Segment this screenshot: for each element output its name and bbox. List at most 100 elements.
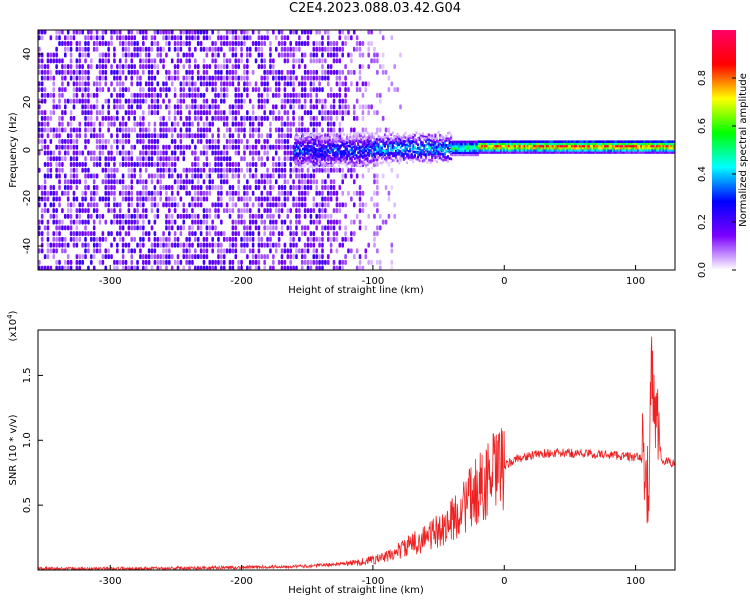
spectrogram-cell (363, 162, 366, 165)
spectrogram-cell (205, 213, 209, 219)
spectrogram-cell (81, 87, 84, 93)
spectrogram-cell (257, 35, 261, 41)
spectrogram-cell (121, 81, 125, 87)
spectrogram-cell (231, 115, 235, 121)
spectrogram-cell (113, 121, 116, 127)
spectrogram-cell (374, 161, 377, 165)
spectrogram-cell (420, 136, 423, 139)
spectrogram-cell (185, 167, 188, 173)
spectrogram-cell (378, 30, 382, 35)
spectrogram-cell (90, 92, 93, 98)
spectrogram-cell (367, 52, 371, 58)
spectrogram-cell (113, 259, 116, 265)
spectrogram-cell (92, 190, 96, 196)
spectrogram-cell (552, 140, 555, 143)
spectrogram-cell (43, 87, 47, 93)
spectrogram-cell (139, 133, 142, 139)
spectrogram-cell (550, 151, 553, 154)
spectrogram-cell (185, 144, 188, 150)
spectrogram-cell (196, 196, 200, 202)
spectrogram-cell (113, 87, 116, 93)
spectrogram-cell (139, 196, 142, 202)
spectrogram-cell (95, 41, 99, 47)
spectrogram-cell (298, 236, 301, 242)
spectrogram-cell (294, 149, 297, 153)
spectrogram-cell (58, 127, 61, 133)
spectrogram-cell (156, 110, 160, 116)
spectrogram-cell (426, 150, 429, 153)
spectrogram-cell (78, 75, 82, 81)
spectrogram-cell (136, 225, 139, 231)
spectrogram-cell (300, 265, 304, 270)
spectrogram-cell (188, 231, 191, 237)
spectrogram-cell (159, 46, 162, 52)
spectrogram-cell (286, 52, 290, 58)
spectrogram-cell (366, 159, 369, 163)
spectrogram-cell (321, 69, 324, 75)
spectrogram-cell (211, 265, 214, 270)
spectrogram-cell (165, 162, 168, 167)
spectrogram-cell (61, 138, 64, 144)
spectrogram-cell (69, 46, 73, 52)
spectrogram-cell (421, 149, 424, 152)
spectrogram-cell (525, 142, 528, 146)
spectrogram-cell (306, 148, 309, 151)
spectrogram-cell (432, 145, 435, 149)
spectrogram-cell (309, 164, 312, 168)
spectrogram-cell (283, 98, 287, 104)
spectrogram-cell (398, 135, 401, 138)
spectrogram-cell (328, 145, 331, 148)
spectrogram-cell (136, 213, 139, 219)
spectrogram-cell (387, 127, 391, 133)
spectrogram-cell (127, 98, 131, 104)
spectrogram-cell (327, 154, 330, 158)
spectrogram-cell (225, 236, 229, 242)
spectrogram-cell (147, 81, 151, 87)
spectrogram-cell (266, 190, 269, 196)
spectrogram-cell (382, 138, 385, 142)
spectrogram-cell (156, 133, 160, 139)
spectrogram-cell (81, 92, 84, 98)
spectrogram-cell (364, 202, 368, 208)
spectrogram-cell (344, 152, 347, 155)
spectrogram-cell (147, 248, 151, 254)
spectrogram-cell (228, 259, 232, 265)
spectrogram-cell (113, 162, 116, 167)
spectrogram-cell (318, 30, 321, 35)
spectrogram-cell (431, 156, 434, 160)
spectrogram-cell (260, 133, 264, 139)
spectrogram-cell (387, 196, 391, 202)
spectrogram-cell (208, 46, 212, 52)
spectrogram-cell (377, 136, 380, 139)
spectrogram-cell (243, 64, 246, 70)
spectrogram-cell (107, 58, 110, 64)
spectrogram-cell (303, 98, 307, 104)
spectrogram-cell (194, 58, 197, 64)
spectrogram-cell (208, 185, 212, 191)
spectrogram-cell (107, 115, 110, 121)
spectrogram-cell (72, 167, 76, 173)
spectrogram-cell (147, 52, 151, 58)
spectrogram-cell (188, 41, 191, 47)
spectrogram-cell (220, 92, 223, 98)
spectrogram-cell (176, 121, 180, 127)
spectrogram-cell (350, 127, 353, 133)
spectrogram-cell (269, 208, 272, 214)
spectrogram-cell (240, 30, 243, 35)
spectrogram-cell (81, 52, 84, 58)
spectrogram-cell (536, 151, 539, 154)
spectrogram-cell (341, 158, 344, 162)
spectrogram-cell (75, 242, 79, 248)
spectrogram-cell (318, 236, 321, 242)
spectrogram-cell (274, 219, 278, 225)
spectrogram-cell (358, 159, 361, 163)
spectrogram-cell (92, 208, 96, 214)
spectrogram-cell (107, 41, 110, 47)
spectrogram-cell (246, 69, 249, 75)
spectrogram-cell (399, 154, 402, 157)
spectrogram-cell (500, 151, 503, 154)
spectrogram-cell (162, 236, 165, 242)
spectrogram-cell (552, 151, 555, 154)
spectrogram-cell (306, 158, 309, 162)
spectrogram-cell (237, 190, 240, 196)
